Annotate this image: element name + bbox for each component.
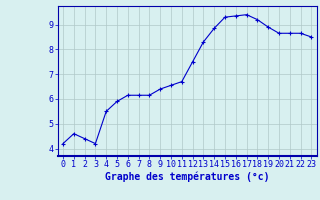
X-axis label: Graphe des températures (°c): Graphe des températures (°c) [105, 172, 269, 182]
